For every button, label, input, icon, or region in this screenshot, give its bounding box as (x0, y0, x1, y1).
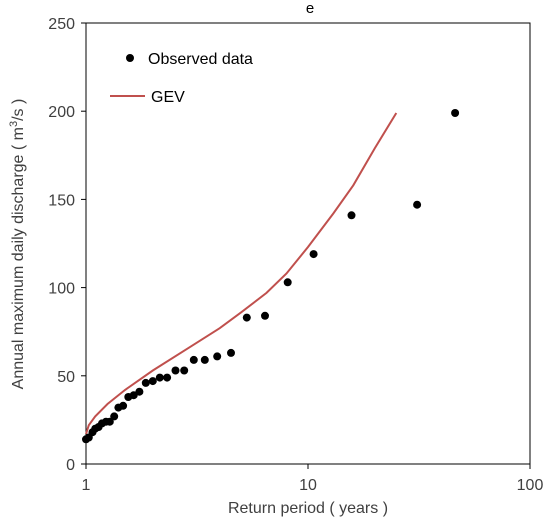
observed-data-point (163, 373, 172, 382)
y-tick-label: 50 (57, 369, 75, 386)
observed-data-point (200, 355, 209, 364)
observed-data-point (148, 377, 157, 386)
y-tick-label: 150 (48, 192, 75, 209)
x-tick-label: 100 (517, 477, 544, 494)
legend: Observed data GEV (110, 51, 253, 106)
legend-marker-observed (126, 54, 134, 62)
y-axis-title-suffix: /s ) (10, 99, 27, 121)
y-tick-label: 0 (66, 457, 75, 474)
x-ticks: 1 10 100 (82, 464, 544, 494)
y-tick-label: 100 (48, 281, 75, 298)
y-axis-title-prefix: Annual maximum daily discharge ( m (10, 127, 27, 389)
series-layer (82, 109, 460, 444)
x-tick-label: 10 (299, 477, 317, 494)
observed-data-point (451, 109, 460, 117)
legend-label-gev: GEV (151, 89, 185, 106)
observed-data-point (347, 211, 356, 220)
observed-data-point (105, 417, 114, 426)
observed-data-point (135, 387, 144, 396)
observed-data-point (261, 311, 269, 320)
y-axis-title: Annual maximum daily discharge ( m3/s ) (8, 99, 27, 390)
observed-data-point (189, 355, 198, 364)
y-axis-title-sup: 3 (8, 121, 20, 127)
gev-curve (85, 112, 398, 435)
observed-data-point (242, 313, 251, 322)
observed-data-point (119, 401, 128, 410)
observed-data-point (141, 378, 150, 387)
y-ticks: 0 50 100 150 200 250 (48, 16, 86, 474)
observed-data-point (171, 366, 180, 375)
chart-title: e (306, 0, 314, 17)
observed-data-point (110, 412, 119, 421)
y-tick-label: 200 (48, 104, 75, 121)
observed-data-point (227, 348, 235, 357)
observed-data-point (309, 250, 318, 259)
observed-data-point (213, 352, 222, 361)
observed-data-point (283, 278, 292, 287)
observed-data-point (180, 366, 189, 375)
observed-data-point (155, 373, 164, 382)
x-axis-title: Return period ( years ) (228, 500, 388, 517)
y-tick-label: 250 (48, 16, 75, 33)
x-tick-label: 1 (82, 477, 91, 494)
observed-data-point (413, 200, 422, 209)
legend-label-observed: Observed data (148, 51, 253, 68)
